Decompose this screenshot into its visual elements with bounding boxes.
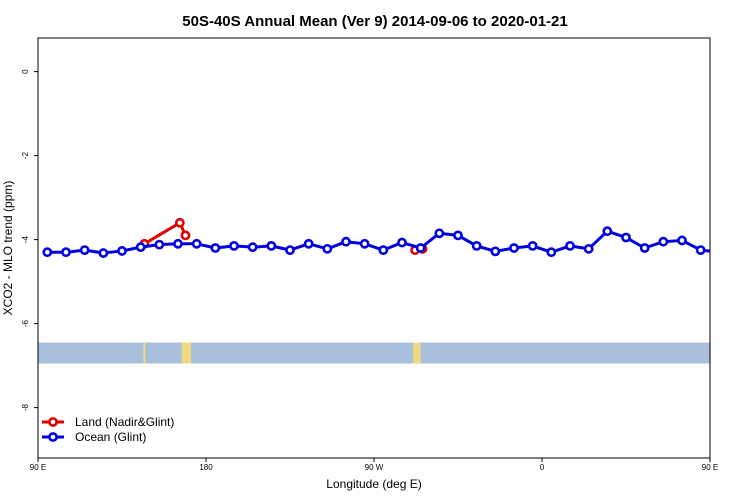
legend-ocean-label: Ocean (Glint): [75, 430, 146, 444]
ocean-series-point: [322, 243, 333, 254]
ocean-series-point: [378, 245, 389, 255]
x-tick-label: 90 E: [30, 463, 46, 472]
ocean-series-point: [247, 242, 258, 253]
ocean-series-point: [695, 245, 706, 255]
ocean-series-point: [303, 238, 314, 249]
ocean-series-point: [453, 230, 463, 241]
ocean-series-point: [191, 238, 202, 249]
land-series-point: [180, 230, 191, 241]
ocean-series-point: [285, 245, 295, 255]
ocean-series-point: [117, 246, 127, 256]
ocean-series-point: [210, 243, 221, 253]
y-tick-label: -8: [21, 403, 30, 411]
x-axis: 90 E 180 90 W 0 90 E: [30, 458, 718, 472]
map-strip-ocean: [38, 342, 710, 364]
y-tick-label: 0: [21, 69, 30, 74]
ocean-series-point: [471, 240, 482, 251]
ocean-series-point: [621, 232, 631, 243]
ocean-series-point: [639, 243, 650, 253]
ocean-series-point: [658, 236, 669, 247]
ocean-series-point: [397, 237, 407, 248]
legend-land-label: Land (Nadir&Glint): [75, 415, 174, 429]
ocean-series-point: [98, 248, 109, 258]
map-strip-land-1: [181, 342, 192, 364]
y-tick-label: -6: [21, 319, 30, 327]
ocean-series-point: [490, 246, 501, 257]
ocean-series-point: [583, 243, 594, 254]
ocean-series-point: [565, 240, 575, 251]
map-strip-land-0: [143, 342, 146, 364]
plot-clipped-group: [38, 217, 710, 364]
y-tick-label: -4: [21, 235, 30, 243]
x-tick-label: 90 W: [365, 463, 384, 472]
ocean-series-point: [135, 242, 146, 253]
ocean-series-point: [154, 239, 165, 250]
ocean-series-point: [415, 243, 426, 253]
ocean-series-point: [677, 235, 687, 246]
ocean-series-line-0: [47, 229, 710, 255]
ocean-series-point: [602, 226, 613, 237]
legend-land-swatch-marker: [48, 417, 58, 427]
legend: Land (Nadir&Glint)Ocean (Glint): [42, 415, 174, 444]
ocean-series-point: [359, 238, 370, 249]
ocean-series-point: [61, 247, 71, 258]
ocean-series-point: [266, 240, 277, 251]
ocean-series-point: [546, 247, 557, 258]
legend-ocean-swatch-marker: [48, 432, 58, 442]
ocean-series-point: [173, 238, 183, 249]
land-series-point: [174, 217, 185, 228]
ocean-series-point: [79, 245, 90, 255]
ocean-series-point: [341, 236, 351, 247]
x-tick-label: 180: [199, 463, 213, 472]
x-tick-label: 90 E: [702, 463, 718, 472]
ocean-series-point: [42, 247, 53, 258]
ocean-series-point: [509, 243, 519, 253]
ocean-series-point: [527, 240, 538, 251]
ocean-series-point: [434, 228, 445, 239]
x-tick-label: 0: [540, 463, 545, 472]
plot-area: [38, 217, 710, 364]
y-axis-label: XCO2 - MLO trend (ppm): [1, 181, 15, 316]
chart-title: 50S-40S Annual Mean (Ver 9) 2014-09-06 t…: [182, 13, 567, 30]
map-strip-land-2: [413, 342, 421, 364]
ocean-series-point: [229, 240, 239, 251]
x-axis-label: Longitude (deg E): [326, 477, 421, 491]
y-tick-label: -2: [21, 151, 30, 159]
y-axis: 0 -2 -4 -6 -8: [21, 69, 38, 411]
